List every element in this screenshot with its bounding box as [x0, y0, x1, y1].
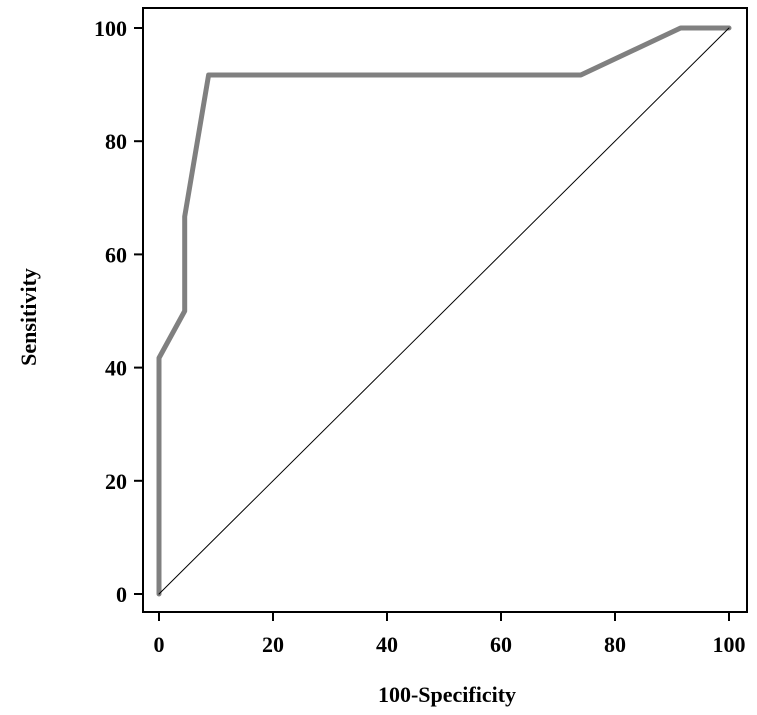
- roc-curve: [156, 25, 732, 597]
- series-layer: [156, 25, 732, 597]
- x-tick-label: 100: [713, 632, 746, 657]
- x-axis-ticks: 0 20 40 60 80 100: [154, 612, 746, 657]
- y-tick-label: 40: [105, 356, 127, 381]
- y-tick-label: 60: [105, 242, 127, 267]
- plot-frame: [142, 7, 748, 613]
- y-tick-label: 0: [116, 582, 127, 607]
- x-tick-label: 0: [154, 632, 165, 657]
- reference-diagonal: [158, 27, 730, 595]
- y-axis-title: Sensitivity: [16, 268, 41, 366]
- x-tick-label: 60: [490, 632, 512, 657]
- y-axis-ticks: 0 20 40 60 80 100: [94, 16, 143, 607]
- x-tick-label: 20: [262, 632, 284, 657]
- x-axis-title: 100-Specificity: [378, 682, 516, 707]
- x-tick-label: 80: [604, 632, 626, 657]
- y-tick-label: 80: [105, 129, 127, 154]
- x-tick-label: 40: [376, 632, 398, 657]
- y-tick-label: 20: [105, 469, 127, 494]
- y-tick-label: 100: [94, 16, 127, 41]
